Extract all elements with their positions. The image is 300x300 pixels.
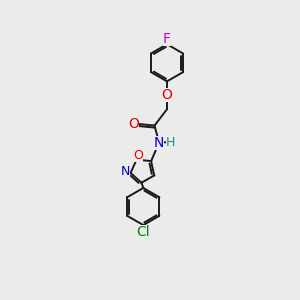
Text: O: O — [161, 88, 172, 101]
Text: N: N — [121, 165, 130, 178]
Text: O: O — [133, 149, 142, 162]
Text: H: H — [166, 136, 176, 148]
Text: F: F — [163, 32, 171, 46]
Text: Cl: Cl — [136, 225, 150, 239]
Text: N: N — [154, 136, 164, 149]
Text: O: O — [128, 117, 139, 131]
